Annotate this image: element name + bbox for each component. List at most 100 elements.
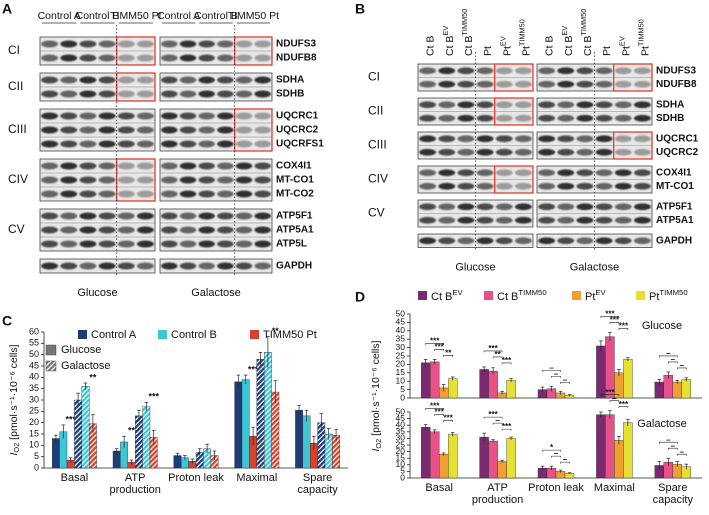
significance: ***: [430, 336, 440, 345]
blot-frame: [159, 158, 273, 202]
blot-band: [98, 226, 116, 234]
blot-band: [438, 114, 456, 122]
blot-band: [576, 216, 594, 224]
blot-band: [438, 148, 456, 156]
label-symbol: I: [8, 453, 20, 456]
label-sub: O2: [374, 439, 383, 449]
blot-band: [538, 148, 556, 156]
condition-label: Glucose: [77, 287, 117, 299]
significance-bracket: [677, 453, 687, 456]
blot-band: [235, 226, 253, 234]
bar: [605, 414, 615, 479]
blot-band: [198, 240, 215, 248]
lane-label: Ct B: [424, 36, 436, 56]
blot-band: [60, 212, 78, 220]
y-tick-label: 30: [396, 433, 406, 443]
blot-band: [633, 148, 651, 156]
blot-band: [79, 262, 97, 270]
significance-bracket: [425, 408, 444, 411]
blot-band: [419, 67, 437, 75]
blot-band: [79, 54, 97, 62]
blot-band: [457, 169, 475, 177]
legend-swatch: [572, 291, 581, 300]
label-unit: [pmol·s⁻¹·10⁻⁶ cells]: [8, 344, 20, 439]
protein-label: GAPDH: [656, 235, 692, 246]
blot-band: [60, 162, 78, 170]
significance-bracket: [668, 361, 678, 364]
blot-band: [438, 80, 456, 88]
blot-band: [457, 101, 475, 109]
label-unit: [pmol·s⁻¹·10⁻⁶ cells]: [370, 340, 382, 435]
protein-label: MT-CO1: [656, 181, 694, 192]
protein-label: SDHA: [276, 75, 304, 86]
blot-band: [254, 226, 271, 234]
blot-band: [538, 216, 556, 224]
blot-band: [595, 114, 613, 122]
blot-band: [614, 67, 632, 75]
significance: ***: [610, 316, 620, 325]
bar: [506, 438, 516, 479]
blot-band: [457, 148, 475, 156]
protein-label: SDHB: [276, 89, 304, 100]
y-tick-label: 10: [29, 440, 39, 450]
blot-band: [538, 169, 556, 177]
blot-band: [476, 216, 494, 224]
label-sup: EV: [560, 26, 569, 36]
blot-band: [98, 240, 116, 248]
blot-band: [98, 54, 116, 62]
complex-label: CII: [8, 79, 23, 93]
blot-frame: [39, 158, 156, 202]
blot-band: [633, 169, 651, 177]
significance: –: [680, 361, 685, 370]
y-tick-label: 55: [29, 338, 39, 348]
blot-band: [161, 126, 178, 134]
blot-band: [595, 135, 613, 143]
y-tick-label: 10: [396, 459, 406, 469]
legend-label: Ct BTIMM50: [497, 288, 547, 303]
blot-band: [254, 212, 271, 220]
blot-band: [198, 76, 215, 84]
blot-band: [161, 240, 178, 248]
lane-label: Ct B: [543, 36, 555, 56]
significance: **: [494, 350, 501, 359]
blot-band: [595, 67, 613, 75]
blot-band: [235, 112, 253, 120]
blot-band: [254, 176, 271, 184]
blot-band: [60, 176, 78, 184]
significance-bracket: [560, 461, 570, 464]
lane-group-label: Control B: [76, 10, 120, 22]
y-tick-label: 20: [396, 359, 406, 369]
blot-band: [98, 212, 116, 220]
blot-band: [576, 169, 594, 177]
blot-band: [79, 40, 97, 48]
significance-bracket: [542, 449, 561, 452]
label-base: Ct B: [497, 291, 518, 303]
blot-band: [495, 67, 513, 75]
blot-band: [117, 54, 135, 62]
blot-band: [179, 140, 197, 148]
blot-band: [614, 114, 632, 122]
blot-band: [161, 76, 178, 84]
y-tick-label: 15: [396, 367, 406, 377]
y-tick-label: 0: [34, 462, 39, 472]
blot-band: [98, 262, 116, 270]
blot-band: [514, 80, 532, 88]
condition-label: Glucose: [455, 261, 495, 273]
blot-band: [457, 216, 475, 224]
blot-band: [235, 40, 253, 48]
blot-band: [633, 182, 651, 190]
blot-band: [60, 112, 78, 120]
blot-band: [60, 126, 78, 134]
blot-band: [60, 90, 78, 98]
bar: [421, 362, 431, 399]
protein-label: ATP5A1: [656, 215, 694, 226]
blot-band: [136, 176, 154, 184]
panel-letter: C: [2, 313, 12, 329]
blot-band: [217, 176, 234, 184]
label-sup: TIMM50: [517, 19, 526, 46]
blot-band: [161, 112, 178, 120]
blot-band: [179, 240, 197, 248]
highlight-box: [613, 63, 653, 92]
panel-letter: B: [355, 1, 365, 17]
blot-band: [633, 216, 651, 224]
